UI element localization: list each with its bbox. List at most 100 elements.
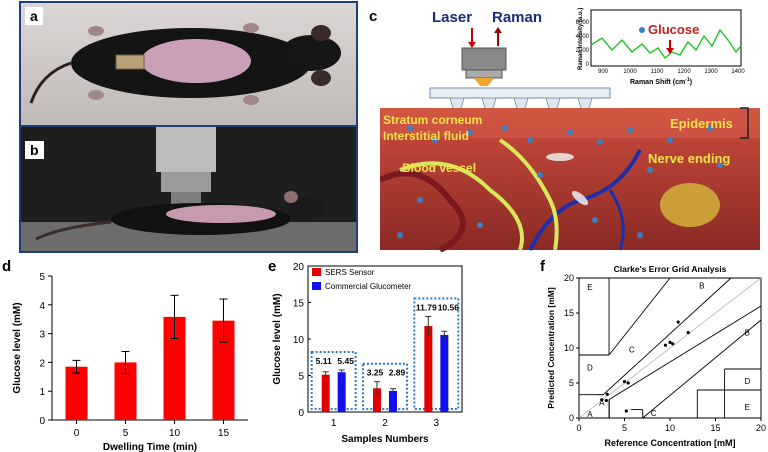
zone-label: D — [744, 377, 750, 386]
bar — [114, 362, 137, 420]
zone-label: E — [587, 283, 592, 292]
zone-label: B — [745, 329, 750, 338]
interstitial-label: Interstitial fluid — [383, 129, 469, 143]
y-tick-label: 3 — [39, 330, 45, 341]
x-tick-label: 5 — [123, 428, 129, 439]
zone-boundary — [602, 277, 732, 396]
x-tick-label: 20 — [756, 423, 766, 433]
raman-spectrum-inset: Glucose 900 1000 1100 1200 1300 1400 0 2… — [576, 6, 745, 86]
y-tick-label: 0 — [298, 408, 304, 419]
y-tick-label: 2 — [39, 358, 45, 369]
bar — [212, 320, 235, 420]
zone-label: C — [629, 345, 635, 354]
glucose-label: Glucose — [648, 22, 699, 37]
zone-label: C — [651, 409, 657, 418]
bar — [424, 325, 433, 412]
y-axis-label: Predicted Concentration [mM] — [546, 287, 556, 409]
y-axis-label: Glucose level (mM) — [12, 302, 23, 393]
data-point — [604, 398, 608, 403]
laser-label: Laser — [432, 9, 472, 26]
bar — [65, 366, 88, 420]
data-point — [671, 342, 675, 346]
x-axis-label: Reference Concentration [mM] — [604, 438, 735, 448]
y-tick-label: 5 — [298, 372, 304, 383]
bar — [321, 374, 330, 412]
x-axis-label: Dwelling Time (min) — [103, 442, 197, 452]
chart-clarke-error-grid: Clarke's Error Grid Analysis 0 5 10 15 20 0 5 10… — [546, 264, 766, 448]
bar — [163, 316, 186, 420]
bar — [440, 334, 449, 412]
stratum-label: Stratum corneum — [383, 113, 482, 127]
data-label: 5.45 — [337, 356, 354, 366]
data-point — [663, 343, 668, 347]
inset-xtick: 1400 — [731, 69, 745, 75]
data-label: 10.56 — [438, 302, 460, 312]
zone-label: B — [699, 282, 704, 291]
zone-label: A — [587, 410, 593, 419]
chart-title: Clarke's Error Grid Analysis — [614, 264, 727, 274]
zone-label: D — [587, 364, 593, 373]
skin-schematic: Laser Raman — [378, 0, 768, 253]
blood-vessel-red — [378, 170, 466, 253]
inset-xlabel: Raman Shift (cm-1) — [630, 77, 692, 86]
legend-label: Commercial Glucometer — [325, 282, 412, 291]
sample-box — [413, 297, 460, 410]
data-point — [668, 340, 672, 344]
zone-boundary — [609, 305, 762, 400]
data-point — [676, 320, 680, 324]
panel-a-label: a — [25, 7, 43, 25]
y-tick-label: 20 — [293, 262, 305, 273]
data-point — [622, 380, 627, 384]
y-tick-label: 15 — [564, 308, 574, 318]
nerve-fiber — [399, 161, 524, 251]
spectrum-line — [590, 28, 742, 60]
microneedle-patch — [429, 87, 611, 99]
data-point — [600, 398, 604, 402]
inset-xtick: 1100 — [651, 69, 665, 75]
y-tick-label: 4 — [39, 301, 45, 312]
y-tick-label: 0 — [569, 413, 574, 423]
zone-boundary — [608, 277, 671, 356]
y-tick-label: 15 — [293, 299, 305, 310]
data-label: 11.79 — [416, 302, 437, 312]
x-tick-label: 0 — [576, 423, 581, 433]
data-point — [605, 392, 609, 396]
x-tick-label: 3 — [434, 418, 440, 429]
panel-c-label: c — [369, 8, 378, 25]
raman-label: Raman — [492, 9, 542, 26]
chart-dwelling-time: 0 1 2 3 4 5 0 5 10 15 Dwelling Time (min) Glucose l… — [12, 272, 248, 452]
data-label: 5.11 — [316, 356, 332, 366]
legend-label: SERS Sensor — [325, 268, 375, 277]
nerve-ending-bulb — [660, 183, 720, 227]
inset-ytick: 4000 — [576, 34, 590, 40]
bar — [373, 388, 381, 412]
inset-xtick: 1000 — [623, 69, 637, 75]
data-label: 2.89 — [389, 368, 406, 378]
inset-xtick: 1300 — [704, 69, 718, 75]
bar — [337, 372, 346, 412]
y-axis-label: Glucose level (mM) — [272, 293, 283, 384]
zone-label: E — [745, 403, 750, 412]
sample-box — [310, 351, 357, 410]
zone-label: A — [599, 399, 605, 408]
legend-swatch — [312, 282, 321, 290]
y-tick-label: 20 — [564, 273, 574, 283]
data-point — [624, 409, 628, 413]
panel-e-label: e — [268, 258, 277, 275]
zone-boundary — [642, 319, 762, 419]
glucose-molecules — [397, 125, 723, 238]
inset-xtick: 900 — [598, 69, 609, 75]
y-tick-label: 10 — [293, 335, 305, 346]
x-tick-label: 15 — [710, 423, 720, 433]
epidermis-label: Epidermis — [670, 116, 733, 131]
data-point — [626, 381, 630, 385]
skin-schematic-svg: Laser Raman — [378, 6, 760, 253]
panel-b-label: b — [25, 141, 44, 159]
mouse-top-view-image — [21, 3, 356, 125]
x-tick-label: 10 — [665, 423, 675, 433]
x-tick-label: 10 — [169, 428, 181, 439]
inset-xtick: 1200 — [677, 69, 691, 75]
x-tick-label: 15 — [218, 428, 230, 439]
blood-vessel-label: Blood vessel — [402, 161, 476, 175]
x-axis-label: Samples Numbers — [341, 434, 429, 445]
